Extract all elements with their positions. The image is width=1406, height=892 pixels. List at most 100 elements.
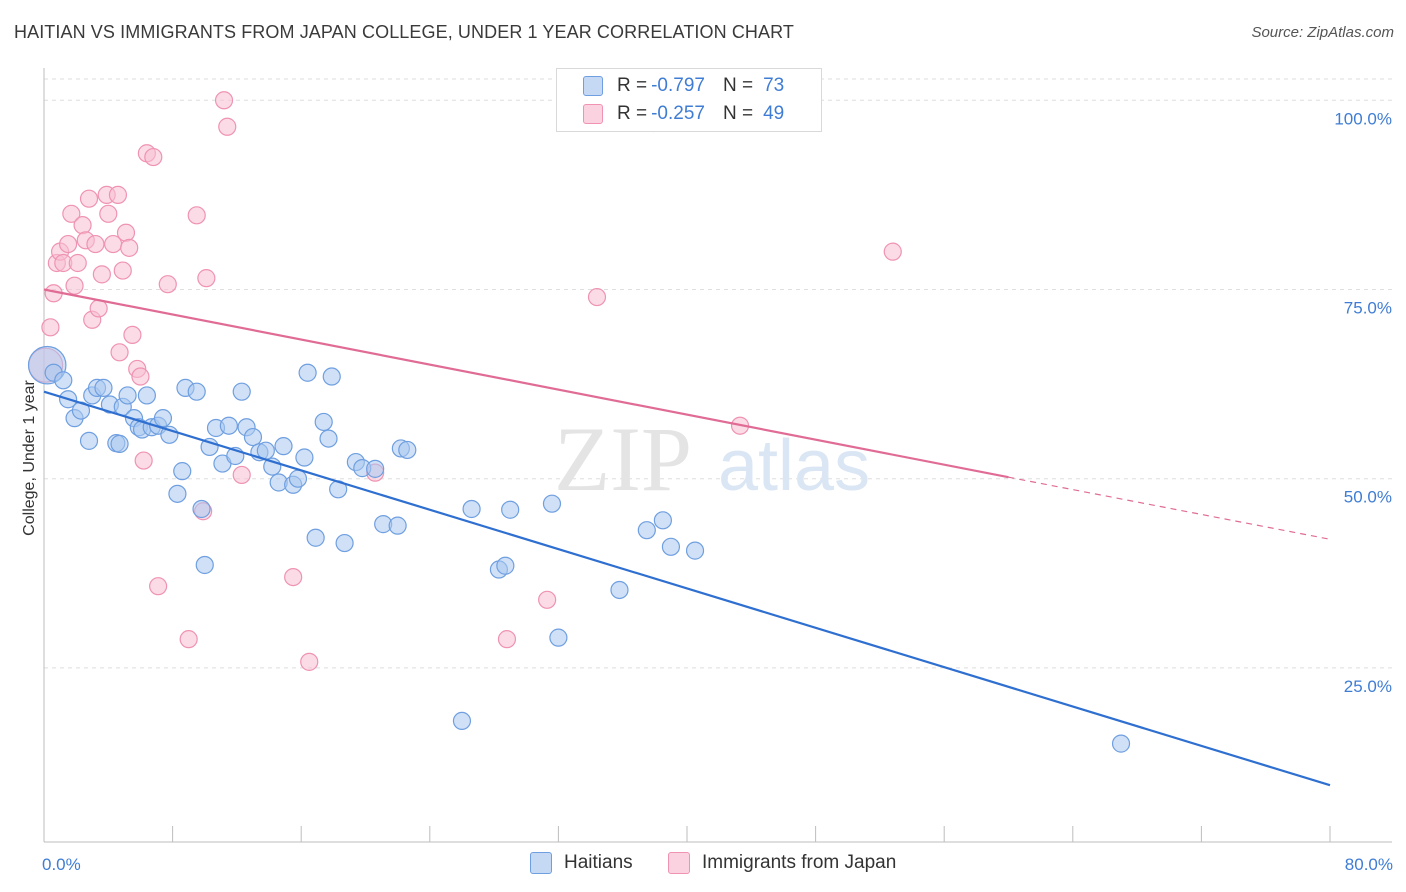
japan-point — [300, 652, 319, 671]
haitian-point — [274, 437, 293, 456]
haitian-point — [243, 427, 263, 447]
japan-point — [497, 630, 517, 649]
haitian-point — [54, 371, 73, 390]
japan-point — [108, 185, 128, 204]
japan-trend-line — [43, 288, 1009, 479]
haitian-point — [610, 580, 629, 600]
haitian-point — [366, 459, 385, 478]
haitian-point — [335, 533, 354, 553]
legend-label-haitians: Haitians — [564, 852, 633, 873]
haitian-point — [661, 537, 681, 556]
trend-lines — [43, 288, 1331, 787]
legend-swatch-pink — [583, 104, 603, 124]
haitian-point — [168, 484, 187, 503]
legend-r-label: R = — [617, 103, 648, 124]
japan-point — [218, 117, 237, 136]
haitian-point — [501, 500, 520, 519]
haitian-point — [496, 556, 515, 575]
correlation-legend: R = -0.797 N = 73 R = -0.257 N = 49 — [556, 68, 822, 132]
y-tick-label: 100.0% — [1334, 109, 1392, 128]
japan-point — [197, 269, 216, 288]
haitian-point — [173, 462, 192, 481]
japan-point — [149, 577, 168, 596]
source-label: Source: ZipAtlas.com — [1251, 24, 1394, 41]
japan-point — [214, 91, 234, 110]
legend-swatch-blue — [583, 76, 603, 96]
haitian-point — [398, 440, 417, 460]
japan-point — [99, 204, 118, 223]
japan-point — [187, 206, 206, 225]
haitian-point — [187, 382, 206, 401]
haitian-point — [295, 448, 314, 467]
japan-point — [65, 276, 84, 295]
legend-swatch-japan — [668, 852, 690, 874]
japan-point — [123, 325, 142, 345]
japan-point — [587, 287, 607, 307]
japan-trend-extension — [1008, 476, 1331, 540]
japan-point — [232, 465, 251, 485]
japan-point — [120, 238, 139, 257]
japan-point — [158, 275, 177, 294]
japan-point — [79, 189, 99, 208]
japan-point — [62, 204, 81, 223]
legend-n-label: N = — [722, 75, 754, 96]
legend-r-label: R = — [617, 75, 648, 96]
japan-point — [284, 567, 303, 587]
haitian-point — [319, 429, 338, 448]
legend-r-value: -0.257 — [651, 103, 705, 124]
haitian-point — [232, 382, 251, 401]
haitian-points — [27, 345, 1131, 753]
haitian-point — [298, 363, 317, 382]
chart-title: HAITIAN VS IMMIGRANTS FROM JAPAN COLLEGE… — [14, 22, 794, 42]
haitian-point — [94, 378, 113, 397]
japan-point — [110, 343, 129, 362]
haitian-point — [288, 469, 308, 488]
haitian-point — [314, 412, 333, 432]
legend-row-japan: R = -0.257 N = 49 — [583, 101, 784, 127]
haitian-point — [192, 499, 211, 519]
haitian-point — [153, 409, 173, 428]
axes — [43, 68, 1392, 843]
haitian-point — [110, 434, 129, 453]
legend-swatch-haitians — [530, 852, 552, 874]
haitians-trend-line — [43, 390, 1331, 787]
x-tick-label: 0.0% — [42, 855, 81, 874]
haitian-point — [542, 494, 562, 513]
haitian-point — [195, 555, 214, 575]
haitian-point — [685, 541, 705, 560]
japan-point — [179, 630, 198, 649]
japan-point — [68, 253, 87, 273]
x-tick-label: 80.0% — [1345, 855, 1393, 874]
haitian-point — [549, 628, 568, 647]
grid-lines — [44, 78, 1392, 669]
legend-n-value: 49 — [763, 103, 785, 124]
watermark-zip: ZIP — [554, 408, 692, 510]
y-tick-label: 50.0% — [1344, 488, 1392, 507]
haitian-point — [137, 386, 156, 405]
y-tick-label: 75.0% — [1344, 298, 1392, 317]
series-legend: Haitians Immigrants from Japan — [0, 852, 1406, 878]
legend-item-japan: Immigrants from Japan — [668, 852, 896, 874]
legend-row-haitians: R = -0.797 N = 73 — [583, 73, 784, 99]
japan-point — [73, 216, 92, 235]
japan-point — [131, 367, 150, 386]
japan-point — [41, 318, 60, 337]
japan-point — [86, 234, 105, 254]
japan-point — [59, 234, 78, 254]
japan-point — [134, 451, 153, 470]
japan-point — [89, 299, 108, 318]
japan-points — [28, 91, 902, 671]
haitian-point — [79, 431, 99, 450]
haitian-point — [653, 511, 672, 530]
haitian-point — [219, 416, 238, 435]
haitian-point — [322, 367, 341, 386]
y-tick-label: 25.0% — [1344, 677, 1392, 696]
legend-n-label: N = — [722, 103, 754, 124]
haitian-point — [1111, 734, 1131, 753]
japan-point — [883, 242, 902, 261]
legend-label-japan: Immigrants from Japan — [702, 852, 897, 873]
legend-r-value: -0.797 — [651, 75, 705, 96]
japan-point — [144, 147, 163, 167]
japan-point — [116, 223, 136, 242]
